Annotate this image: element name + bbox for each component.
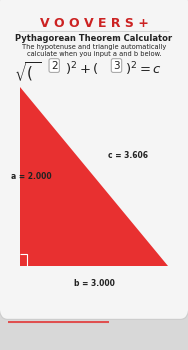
FancyBboxPatch shape [0, 0, 188, 319]
Text: $)^2+(\ $: $)^2+(\ $ [65, 60, 99, 78]
Text: V O O V E R S +: V O O V E R S + [39, 18, 149, 30]
Text: The hypotenuse and triangle automatically: The hypotenuse and triangle automaticall… [22, 44, 166, 50]
Polygon shape [20, 88, 168, 266]
Text: $)^2 = c$: $)^2 = c$ [125, 60, 162, 78]
Text: $\sqrt{(\ }$: $\sqrt{(\ }$ [14, 60, 42, 84]
Text: calculate when you input a and b below.: calculate when you input a and b below. [27, 51, 161, 57]
Text: 3: 3 [113, 61, 120, 71]
Text: c = 3.606: c = 3.606 [108, 151, 148, 160]
Text: a = 2.000: a = 2.000 [11, 172, 52, 181]
Text: 2: 2 [51, 61, 58, 71]
Text: b = 3.000: b = 3.000 [74, 279, 114, 288]
Text: Pythagorean Theorem Calculator: Pythagorean Theorem Calculator [15, 34, 173, 43]
